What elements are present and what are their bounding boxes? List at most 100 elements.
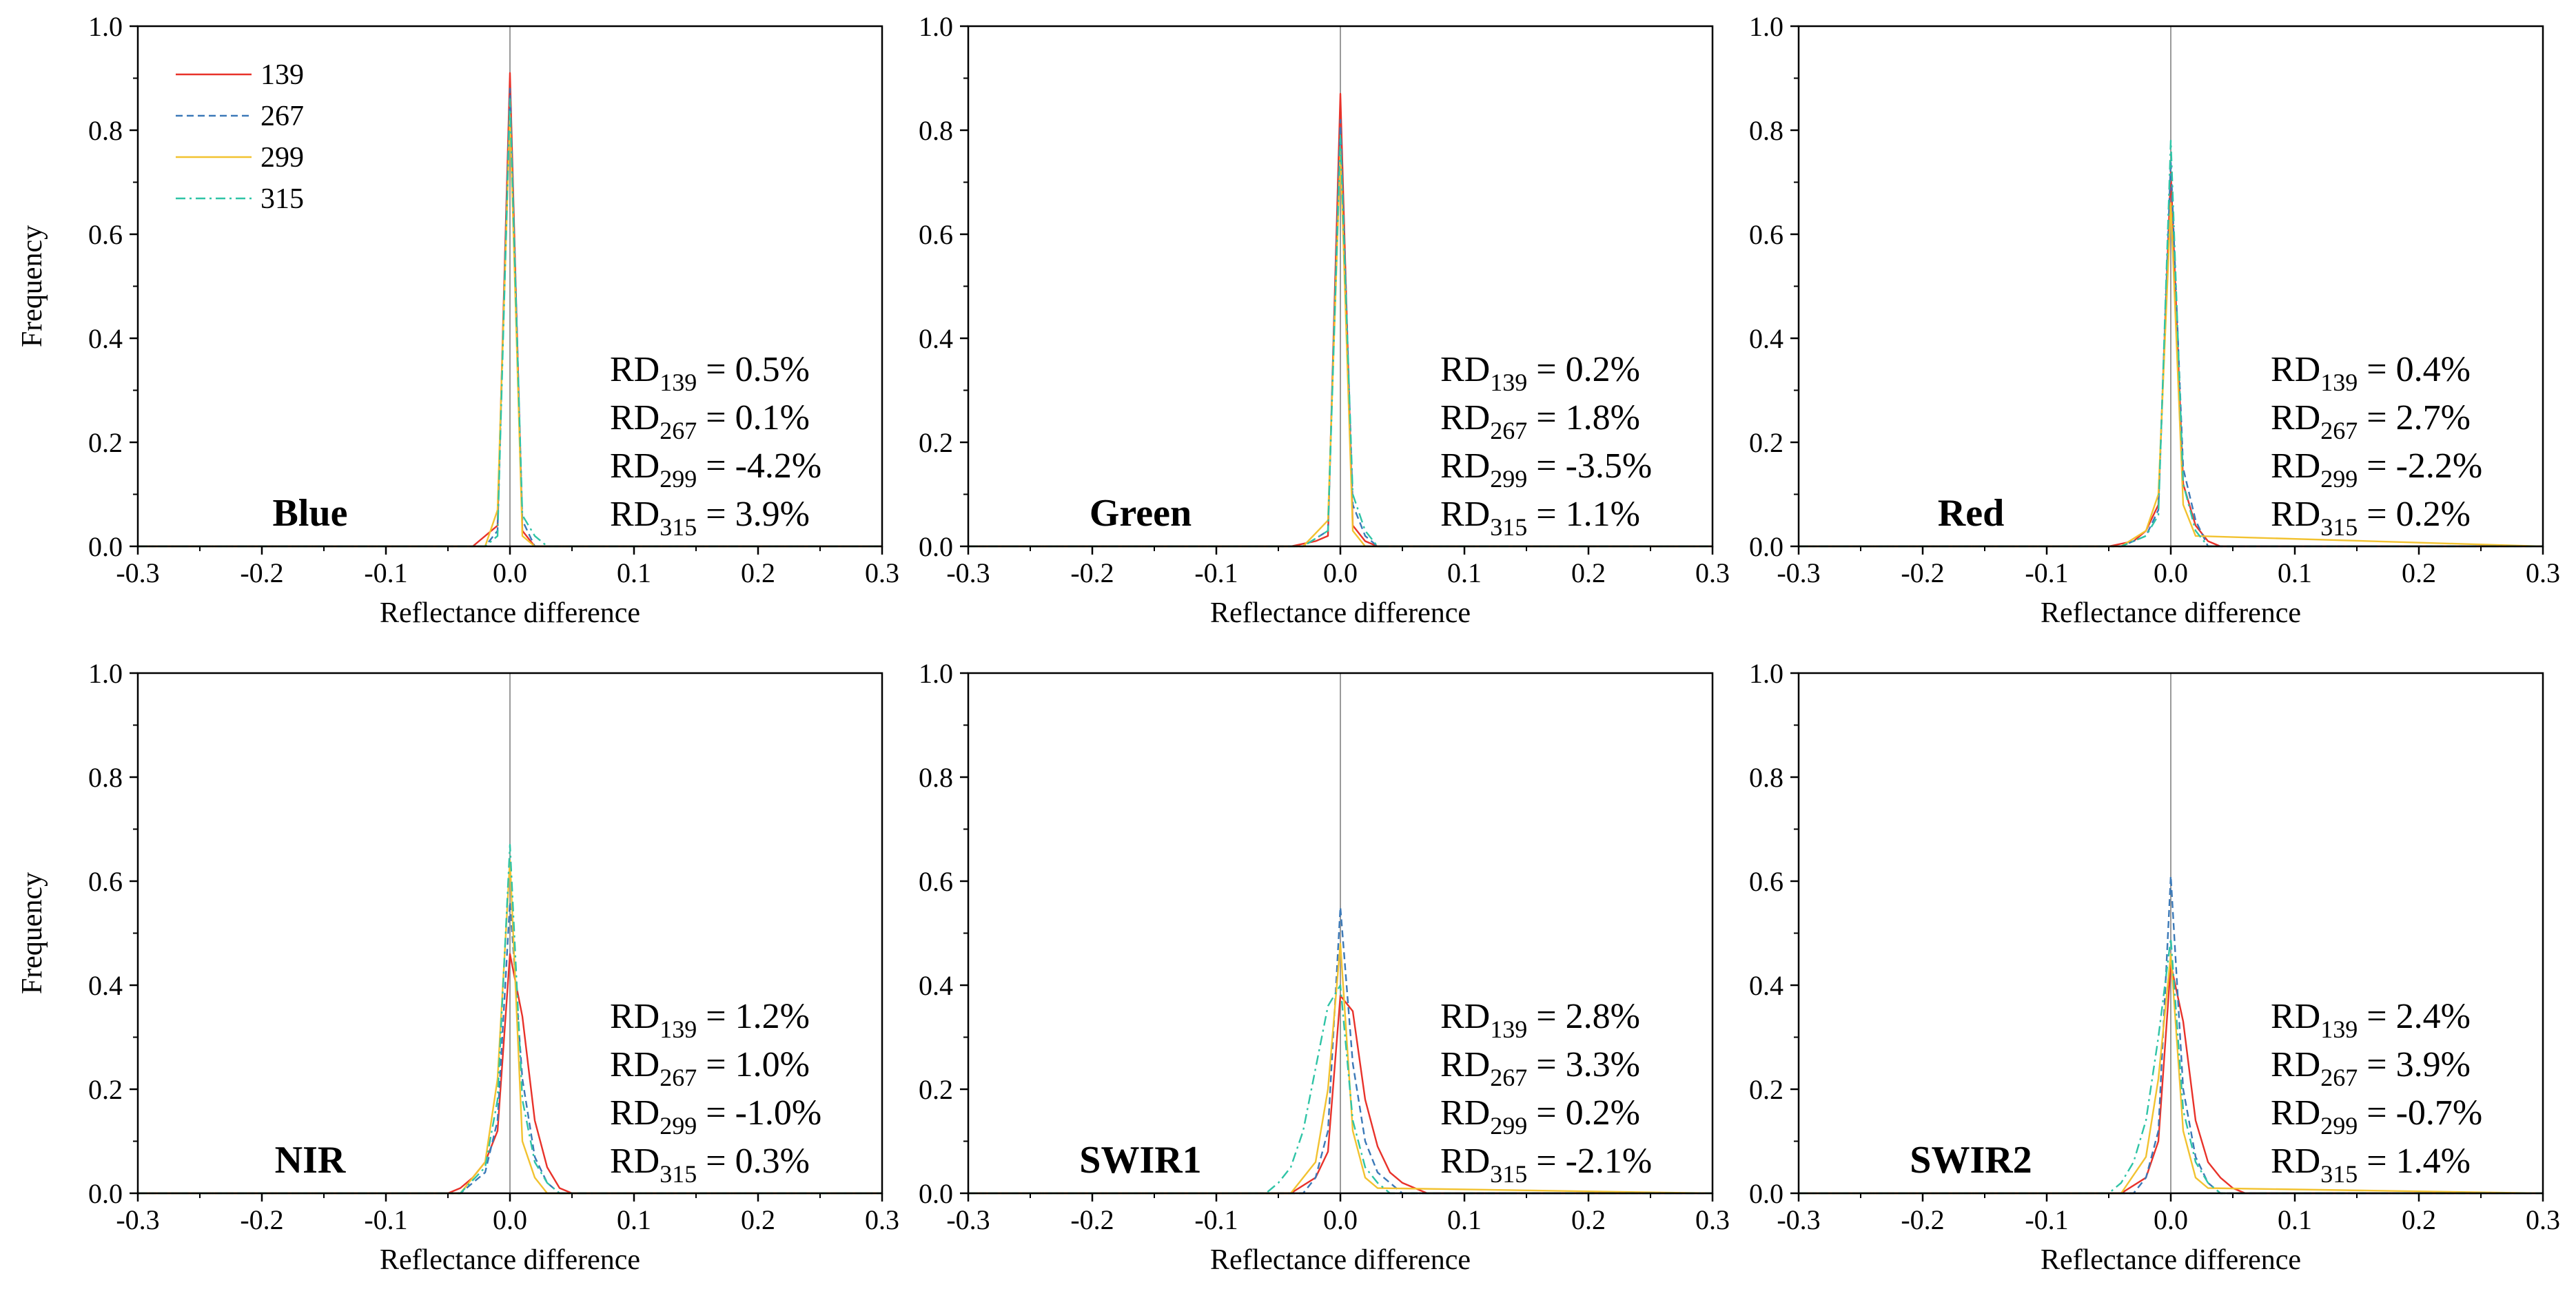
- legend-label-139: 139: [260, 59, 304, 91]
- rd-annotation-139: RD139 = 0.4%: [2271, 350, 2471, 396]
- y-tick-label: 0.6: [88, 866, 123, 897]
- rd-annotation-315: RD315 = -2.1%: [1440, 1142, 1652, 1188]
- y-axis-label: Frequency: [17, 225, 48, 347]
- x-tick-label: -0.3: [946, 557, 990, 588]
- x-tick-label: -0.2: [240, 1204, 283, 1235]
- rd-annotation-267: RD267 = 2.7%: [2271, 398, 2471, 444]
- y-tick-label: 0.6: [88, 219, 123, 250]
- series-line-315: [1799, 139, 2543, 548]
- y-tick-label: 0.2: [919, 1074, 953, 1105]
- rd-annotation-299: RD299 = -3.5%: [1440, 446, 1652, 493]
- x-tick-label: 0.3: [865, 557, 899, 588]
- series-line-267: [968, 906, 1713, 1195]
- x-tick-label: 0.0: [1323, 557, 1358, 588]
- series-line-315: [138, 843, 882, 1195]
- y-tick-label: 1.0: [919, 11, 953, 42]
- rd-annotation-315: RD315 = 1.1%: [1440, 495, 1640, 541]
- x-tick-label: 0.2: [2402, 1204, 2436, 1235]
- y-tick-label: 0.2: [88, 1074, 123, 1105]
- band-label: SWIR1: [1079, 1139, 1201, 1182]
- rd-annotation-267: RD267 = 1.0%: [610, 1045, 810, 1091]
- x-tick-label: 0.2: [1571, 557, 1606, 588]
- x-tick-label: 0.1: [617, 1204, 651, 1235]
- rd-annotation-299: RD299 = -1.0%: [610, 1093, 821, 1140]
- y-tick-label: 0.4: [1749, 323, 1783, 354]
- rd-annotation-139: RD139 = 1.2%: [610, 997, 810, 1043]
- y-tick-label: 1.0: [88, 11, 123, 42]
- x-tick-label: 0.0: [493, 557, 527, 588]
- rd-annotation-267: RD267 = 3.9%: [2271, 1045, 2471, 1091]
- x-tick-label: -0.2: [240, 557, 283, 588]
- x-tick-label: -0.1: [2025, 1204, 2068, 1235]
- rd-annotation-315: RD315 = 0.2%: [2271, 495, 2471, 541]
- series-line-139: [138, 953, 882, 1195]
- x-tick-label: 0.3: [1695, 1204, 1730, 1235]
- y-tick-label: 0.2: [919, 427, 953, 458]
- y-tick-label: 0.8: [919, 762, 953, 793]
- x-tick-label: -0.2: [1901, 557, 1944, 588]
- series-line-315: [968, 134, 1713, 548]
- x-tick-label: 0.1: [617, 557, 651, 588]
- panel-swir2: -0.3 -0.2 -0.1 0.0 0.1 0.2 0.3 0.0 0.2 0.4 0.6 0.8 1…: [1749, 658, 2560, 1276]
- panel-swir1: -0.3 -0.2 -0.1 0.0 0.1 0.2 0.3 0.0 0.2 0.4 0.6 0.8 1…: [919, 658, 1730, 1276]
- y-tick-label: 0.8: [1749, 762, 1783, 793]
- rd-annotation-299: RD299 = 0.2%: [1440, 1093, 1640, 1140]
- y-tick-label: 0.4: [1749, 970, 1783, 1001]
- legend-label-315: 315: [260, 183, 304, 215]
- y-axis-label: Frequency: [17, 872, 48, 994]
- series-line-299: [968, 942, 1713, 1195]
- x-tick-label: -0.2: [1901, 1204, 1944, 1235]
- rd-annotation-315: RD315 = 0.3%: [610, 1142, 810, 1188]
- x-tick-label: -0.1: [2025, 557, 2068, 588]
- x-axis-label: Reflectance difference: [1210, 1244, 1471, 1276]
- x-tick-label: 0.3: [865, 1204, 899, 1235]
- x-tick-label: 0.1: [2278, 1204, 2312, 1235]
- series-line-315: [138, 98, 882, 548]
- legend-label-267: 267: [260, 101, 304, 132]
- x-tick-label: 0.2: [1571, 1204, 1606, 1235]
- band-label: SWIR2: [1910, 1139, 2032, 1182]
- x-tick-label: 0.0: [1323, 1204, 1358, 1235]
- x-tick-label: 0.0: [2154, 557, 2188, 588]
- x-tick-label: 0.0: [2154, 1204, 2188, 1235]
- y-tick-label: 1.0: [1749, 11, 1783, 42]
- y-tick-label: 0.6: [919, 219, 953, 250]
- x-axis-label: Reflectance difference: [2041, 597, 2301, 629]
- x-axis-label: Reflectance difference: [1210, 597, 1471, 629]
- x-tick-label: 0.0: [493, 1204, 527, 1235]
- y-tick-label: 0.4: [919, 970, 953, 1001]
- rd-annotation-315: RD315 = 1.4%: [2271, 1142, 2471, 1188]
- y-tick-label: 1.0: [1749, 658, 1783, 689]
- y-tick-label: 0.0: [919, 531, 953, 562]
- series-line-267: [1799, 875, 2543, 1195]
- y-tick-label: 0.0: [1749, 1178, 1783, 1209]
- y-tick-label: 0.8: [88, 762, 123, 793]
- y-tick-label: 0.8: [919, 115, 953, 146]
- x-tick-label: 0.2: [2402, 557, 2436, 588]
- series-line-267: [1799, 161, 2543, 548]
- x-axis-label: Reflectance difference: [2041, 1244, 2301, 1276]
- y-tick-label: 0.4: [88, 970, 123, 1001]
- x-tick-label: 0.1: [1447, 1204, 1482, 1235]
- rd-annotation-139: RD139 = 0.2%: [1440, 350, 1640, 396]
- series-line-315: [968, 984, 1713, 1195]
- y-tick-label: 0.2: [1749, 1074, 1783, 1105]
- x-tick-label: 0.2: [741, 1204, 775, 1235]
- y-tick-label: 0.8: [1749, 115, 1783, 146]
- y-tick-label: 1.0: [88, 658, 123, 689]
- y-tick-label: 0.6: [1749, 219, 1783, 250]
- x-tick-label: 0.1: [2278, 557, 2312, 588]
- x-tick-label: -0.3: [1777, 557, 1820, 588]
- x-tick-label: 0.3: [2526, 1204, 2560, 1235]
- band-label: Blue: [273, 492, 348, 535]
- band-label: NIR: [275, 1139, 346, 1182]
- rd-annotation-315: RD315 = 3.9%: [610, 495, 810, 541]
- panel-green: -0.3 -0.2 -0.1 0.0 0.1 0.2 0.3 0.0 0.2 0.4 0.6 0.8 1…: [919, 11, 1730, 629]
- y-tick-label: 0.4: [88, 323, 123, 354]
- series-line-315: [1799, 937, 2543, 1195]
- y-tick-label: 0.0: [1749, 531, 1783, 562]
- x-tick-label: -0.1: [364, 557, 407, 588]
- y-tick-label: 0.2: [88, 427, 123, 458]
- y-tick-label: 0.0: [919, 1178, 953, 1209]
